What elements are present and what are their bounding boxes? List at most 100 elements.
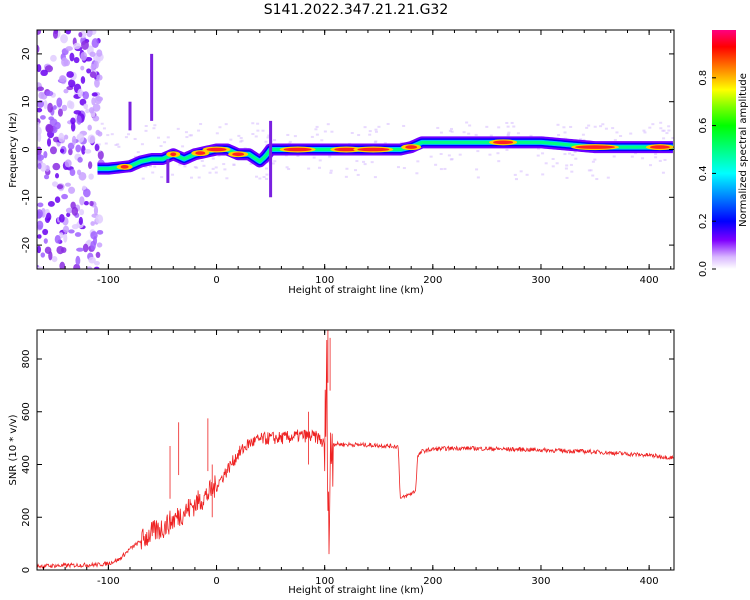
heat-faint-blob: [665, 132, 669, 135]
heat-faint-blob: [214, 171, 218, 174]
heat-noise-blob: [75, 144, 82, 153]
heat-noise-blob: [81, 40, 89, 50]
heat-faint-blob: [563, 131, 567, 134]
heat-noise-blob: [48, 116, 55, 121]
heat-faint-blob: [667, 129, 671, 132]
heat-noise-blob: [37, 220, 44, 230]
heat-noise-blob: [65, 46, 73, 52]
snr-ticks: -100 0 100 200 300 400 0 200 400 600 800: [21, 330, 674, 587]
heat-noise-blob: [93, 60, 99, 69]
heat-noise-blob: [88, 107, 95, 114]
heat-faint-blob: [133, 155, 137, 158]
heat-faint-blob: [506, 134, 510, 137]
colorbar-gradient: [712, 30, 736, 269]
heat-noise-blob: [63, 233, 68, 243]
snr-ytick-label: 200: [21, 508, 32, 527]
colorbar-tick-label: 0.6: [698, 118, 709, 134]
heat-faint-blob: [587, 124, 591, 127]
heat-noise-blob: [40, 252, 46, 258]
heat-faint-blob: [536, 154, 540, 157]
heat-faint-blob: [613, 138, 617, 141]
heat-faint-blob: [615, 131, 619, 134]
heat-faint-blob: [415, 172, 419, 175]
heat-faint-blob: [564, 167, 568, 170]
heat-faint-blob: [429, 155, 433, 158]
heat-faint-blob: [315, 125, 319, 128]
heat-faint-blob: [254, 135, 258, 138]
snr-ylabel: SNR (10 * v/v): [8, 414, 19, 485]
colorbar-label: Normalized spectral amplitude: [738, 73, 749, 227]
heat-noise-blob: [86, 266, 93, 269]
heatmap-xtick-label: 0: [213, 275, 219, 286]
heat-noise-blob: [93, 205, 99, 216]
heat-noise-blob: [81, 145, 86, 155]
heatmap-marks: [37, 30, 674, 269]
heatmap-xtick-label: 300: [531, 275, 550, 286]
heat-noise-blob: [96, 49, 103, 57]
heat-faint-blob: [329, 169, 333, 172]
heat-faint-blob: [266, 136, 270, 139]
heat-faint-blob: [106, 134, 110, 137]
heat-faint-blob: [285, 166, 289, 169]
heat-hotspot: [649, 145, 670, 149]
heat-faint-blob: [555, 162, 559, 165]
heat-faint-blob: [377, 125, 381, 128]
heat-hotspot: [575, 145, 616, 149]
heat-faint-blob: [512, 125, 516, 128]
heatmap-xtick-label: 400: [640, 275, 659, 286]
heat-noise-blob: [68, 186, 76, 194]
heat-faint-blob: [383, 142, 387, 145]
heat-faint-blob: [249, 162, 253, 165]
heat-noise-blob: [37, 162, 42, 170]
heat-faint-blob: [271, 162, 275, 165]
heat-noise-blob: [37, 30, 42, 35]
heat-faint-blob: [153, 165, 157, 168]
heat-faint-blob: [288, 140, 292, 143]
heat-faint-blob: [354, 169, 358, 172]
heat-noise-blob: [47, 102, 54, 113]
heat-noise-blob: [65, 30, 72, 35]
heat-noise-blob: [95, 251, 101, 258]
heat-faint-blob: [629, 132, 633, 135]
heat-noise-blob: [44, 174, 50, 180]
heat-faint-blob: [240, 139, 244, 142]
heat-noise-blob: [64, 182, 71, 187]
heat-noise-blob: [80, 65, 85, 71]
heat-faint-blob: [396, 166, 400, 169]
heat-noise-blob: [90, 240, 96, 251]
heat-noise-blob: [59, 148, 65, 154]
heat-noise-blob: [42, 228, 49, 236]
heat-faint-blob: [585, 126, 589, 129]
heat-faint-blob: [255, 175, 259, 178]
heat-faint-blob: [519, 170, 523, 173]
heat-noise-blob: [90, 221, 95, 226]
heat-noise-blob: [43, 99, 48, 110]
heat-faint-blob: [307, 167, 311, 170]
heat-faint-blob: [510, 121, 514, 124]
heatmap-xtick-label: -100: [97, 275, 120, 286]
heat-faint-blob: [136, 151, 140, 154]
heat-faint-blob: [286, 133, 290, 136]
heatmap-xlabel: Height of straight line (km): [288, 285, 424, 296]
heat-noise-blob: [87, 134, 96, 144]
heat-noise-blob: [54, 196, 61, 203]
heat-faint-blob: [568, 152, 572, 155]
heat-faint-blob: [193, 166, 197, 169]
heat-noise-blob: [88, 256, 96, 264]
heat-noise-blob: [74, 232, 82, 237]
heat-hotspot: [195, 151, 206, 155]
heat-noise-blob: [61, 104, 68, 112]
heat-faint-blob: [117, 145, 121, 148]
heat-faint-blob: [537, 147, 541, 150]
heat-noise-blob: [85, 108, 90, 114]
heat-faint-blob: [368, 130, 372, 133]
heat-faint-blob: [368, 133, 372, 136]
heat-faint-blob: [197, 176, 201, 179]
heat-faint-blob: [399, 141, 403, 144]
heat-faint-blob: [551, 165, 555, 168]
heat-hotspot: [405, 145, 418, 149]
heat-noise-blob: [56, 97, 63, 108]
heat-noise-blob: [40, 115, 46, 120]
heat-faint-blob: [159, 145, 163, 148]
